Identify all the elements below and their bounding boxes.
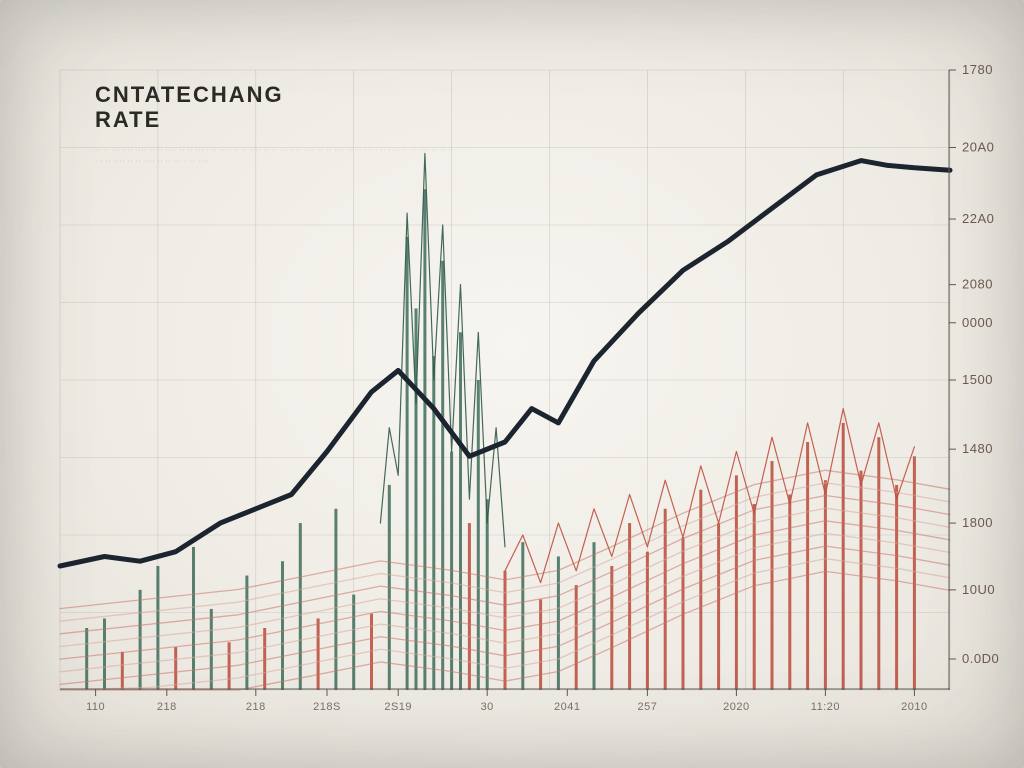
svg-text:2041: 2041 <box>554 701 580 713</box>
svg-text:10U0: 10U0 <box>962 582 995 597</box>
svg-text:0.0D0: 0.0D0 <box>962 651 999 666</box>
svg-text:218S: 218S <box>313 701 341 713</box>
svg-text:20A0: 20A0 <box>962 140 994 155</box>
svg-text:1780: 1780 <box>962 62 993 77</box>
svg-text:110: 110 <box>86 701 105 713</box>
svg-text:1500: 1500 <box>962 372 993 387</box>
y-axis-ticks: 1780 20A0 22A0 2080 0000 1500 1480 1800 10U0 0.0D… <box>949 62 999 666</box>
svg-text:2010: 2010 <box>901 701 927 713</box>
svg-text:2S19: 2S19 <box>384 701 412 713</box>
svg-text:1800: 1800 <box>962 515 993 530</box>
x-axis-ticks: 110 218 218 218S 2S19 30 2041 257 2020 11:20 2010 <box>86 689 928 713</box>
svg-text:30: 30 <box>481 701 494 713</box>
svg-text:218: 218 <box>246 701 266 713</box>
svg-text:257: 257 <box>637 701 657 713</box>
svg-text:2020: 2020 <box>723 701 749 713</box>
volume-bars <box>85 189 916 690</box>
plot-area: 178020A022A02080000015001480180010U00.0D… <box>60 70 950 690</box>
svg-text:218: 218 <box>157 701 177 713</box>
svg-text:2080: 2080 <box>962 277 993 292</box>
svg-text:1480: 1480 <box>962 441 993 456</box>
main-trend-line <box>60 161 950 566</box>
svg-text:0000: 0000 <box>962 315 993 330</box>
svg-text:22A0: 22A0 <box>962 211 994 226</box>
chart-canvas: CNTATECHANG RATE ·· ·· ··· · ·· ···· ·· … <box>0 0 1024 768</box>
svg-text:11:20: 11:20 <box>811 701 840 713</box>
